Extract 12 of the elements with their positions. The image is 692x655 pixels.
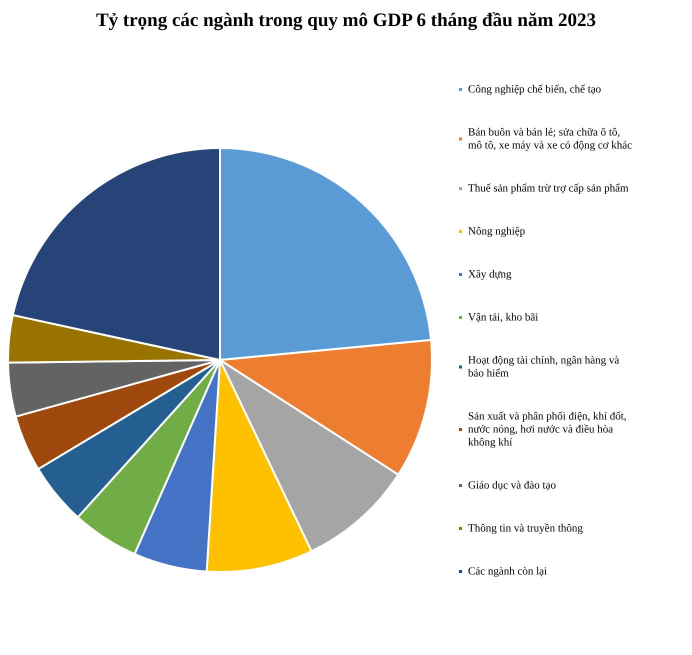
legend-label: Giáo dục và đào tạo [468, 480, 556, 492]
legend-label: Vận tải, kho bãi [468, 312, 538, 324]
legend-label: Thông tin và truyền thông [468, 522, 584, 534]
legend-label: Sản xuất và phân phối điện, khí đốt, nước nóng, hơi nước và điều hòa không khí [468, 410, 630, 448]
legend-label: Các ngành còn lại [468, 566, 548, 578]
legend-label: Nông nghiệp [468, 226, 526, 238]
legend-label: Thuế sản phẩm trừ trợ cấp sản phẩm [468, 182, 629, 194]
legend-label: Xây dựng [468, 268, 512, 280]
legend-label: Công nghiệp chế biến, chế tạo [468, 84, 602, 96]
legend-label: Hoạt động tài chính, ngân hàng và bảo hiểm [468, 354, 622, 380]
chart-title: Tỷ trọng các ngành trong quy mô GDP 6 tháng đầu năm 2023 [96, 10, 596, 31]
legend-label: Bán buôn và bán lẻ; sửa chữa ô tô, mô tô, xe máy và xe có động cơ khác [468, 126, 632, 152]
